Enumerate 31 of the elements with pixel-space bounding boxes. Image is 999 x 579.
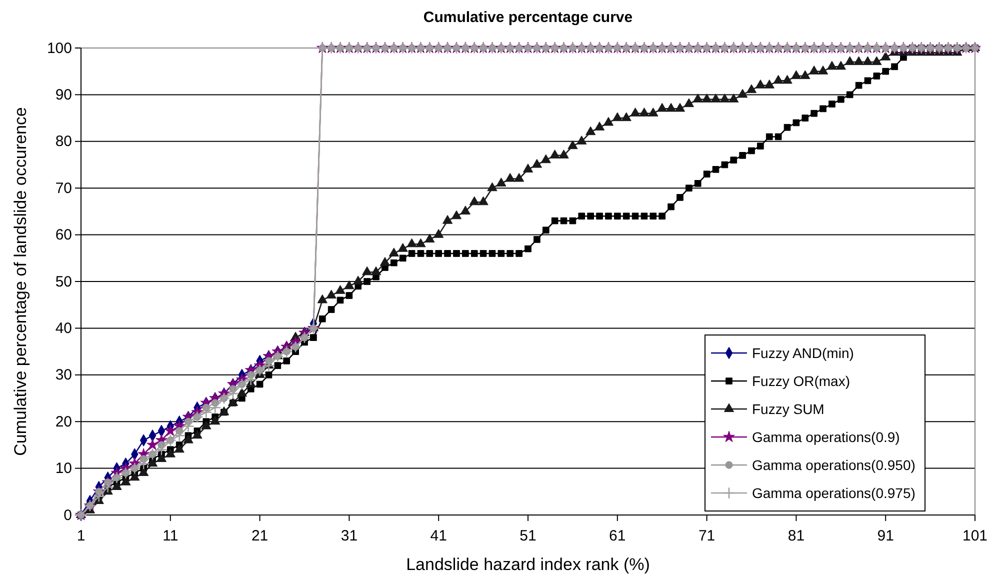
- y-tick-label: 90: [55, 86, 72, 104]
- x-tick-label: 101: [962, 528, 988, 544]
- x-tick-label: 81: [788, 528, 805, 544]
- x-tick-label: 51: [520, 528, 536, 544]
- legend-label: Fuzzy AND(min): [752, 345, 854, 361]
- y-tick-label: 60: [55, 226, 72, 244]
- legend-label: Gamma operations(0.975): [752, 485, 916, 501]
- x-tick-label: 31: [340, 528, 358, 544]
- y-tick-label: 40: [55, 320, 72, 337]
- y-tick-label: 80: [55, 133, 72, 150]
- x-axis-title: Landslide hazard index rank (%): [406, 555, 650, 574]
- chart-title: Cumulative percentage curve: [423, 9, 633, 26]
- y-tick-label: 0: [64, 506, 72, 524]
- x-tick-label: 61: [609, 528, 626, 544]
- x-tick-label: 21: [251, 528, 268, 544]
- legend-label: Fuzzy SUM: [752, 401, 824, 417]
- legend-label: Gamma operations(0.950): [752, 457, 916, 473]
- y-tick-label: 100: [46, 40, 72, 57]
- x-tick-label: 11: [162, 528, 178, 544]
- y-axis-title: Cumulative percentage of landslide occurence: [11, 107, 30, 456]
- x-tick-label: 1: [76, 528, 86, 544]
- y-tick-label: 20: [55, 413, 72, 430]
- y-tick-label: 50: [55, 273, 72, 290]
- x-tick-label: 91: [877, 528, 894, 544]
- x-tick-label: 41: [430, 528, 447, 544]
- y-tick-label: 30: [55, 366, 72, 384]
- legend-label: Fuzzy OR(max): [752, 373, 850, 389]
- legend-label: Gamma operations(0.9): [752, 429, 900, 445]
- x-tick-label: 71: [698, 528, 716, 544]
- y-tick-label: 70: [55, 180, 72, 197]
- y-tick-label: 10: [55, 460, 72, 478]
